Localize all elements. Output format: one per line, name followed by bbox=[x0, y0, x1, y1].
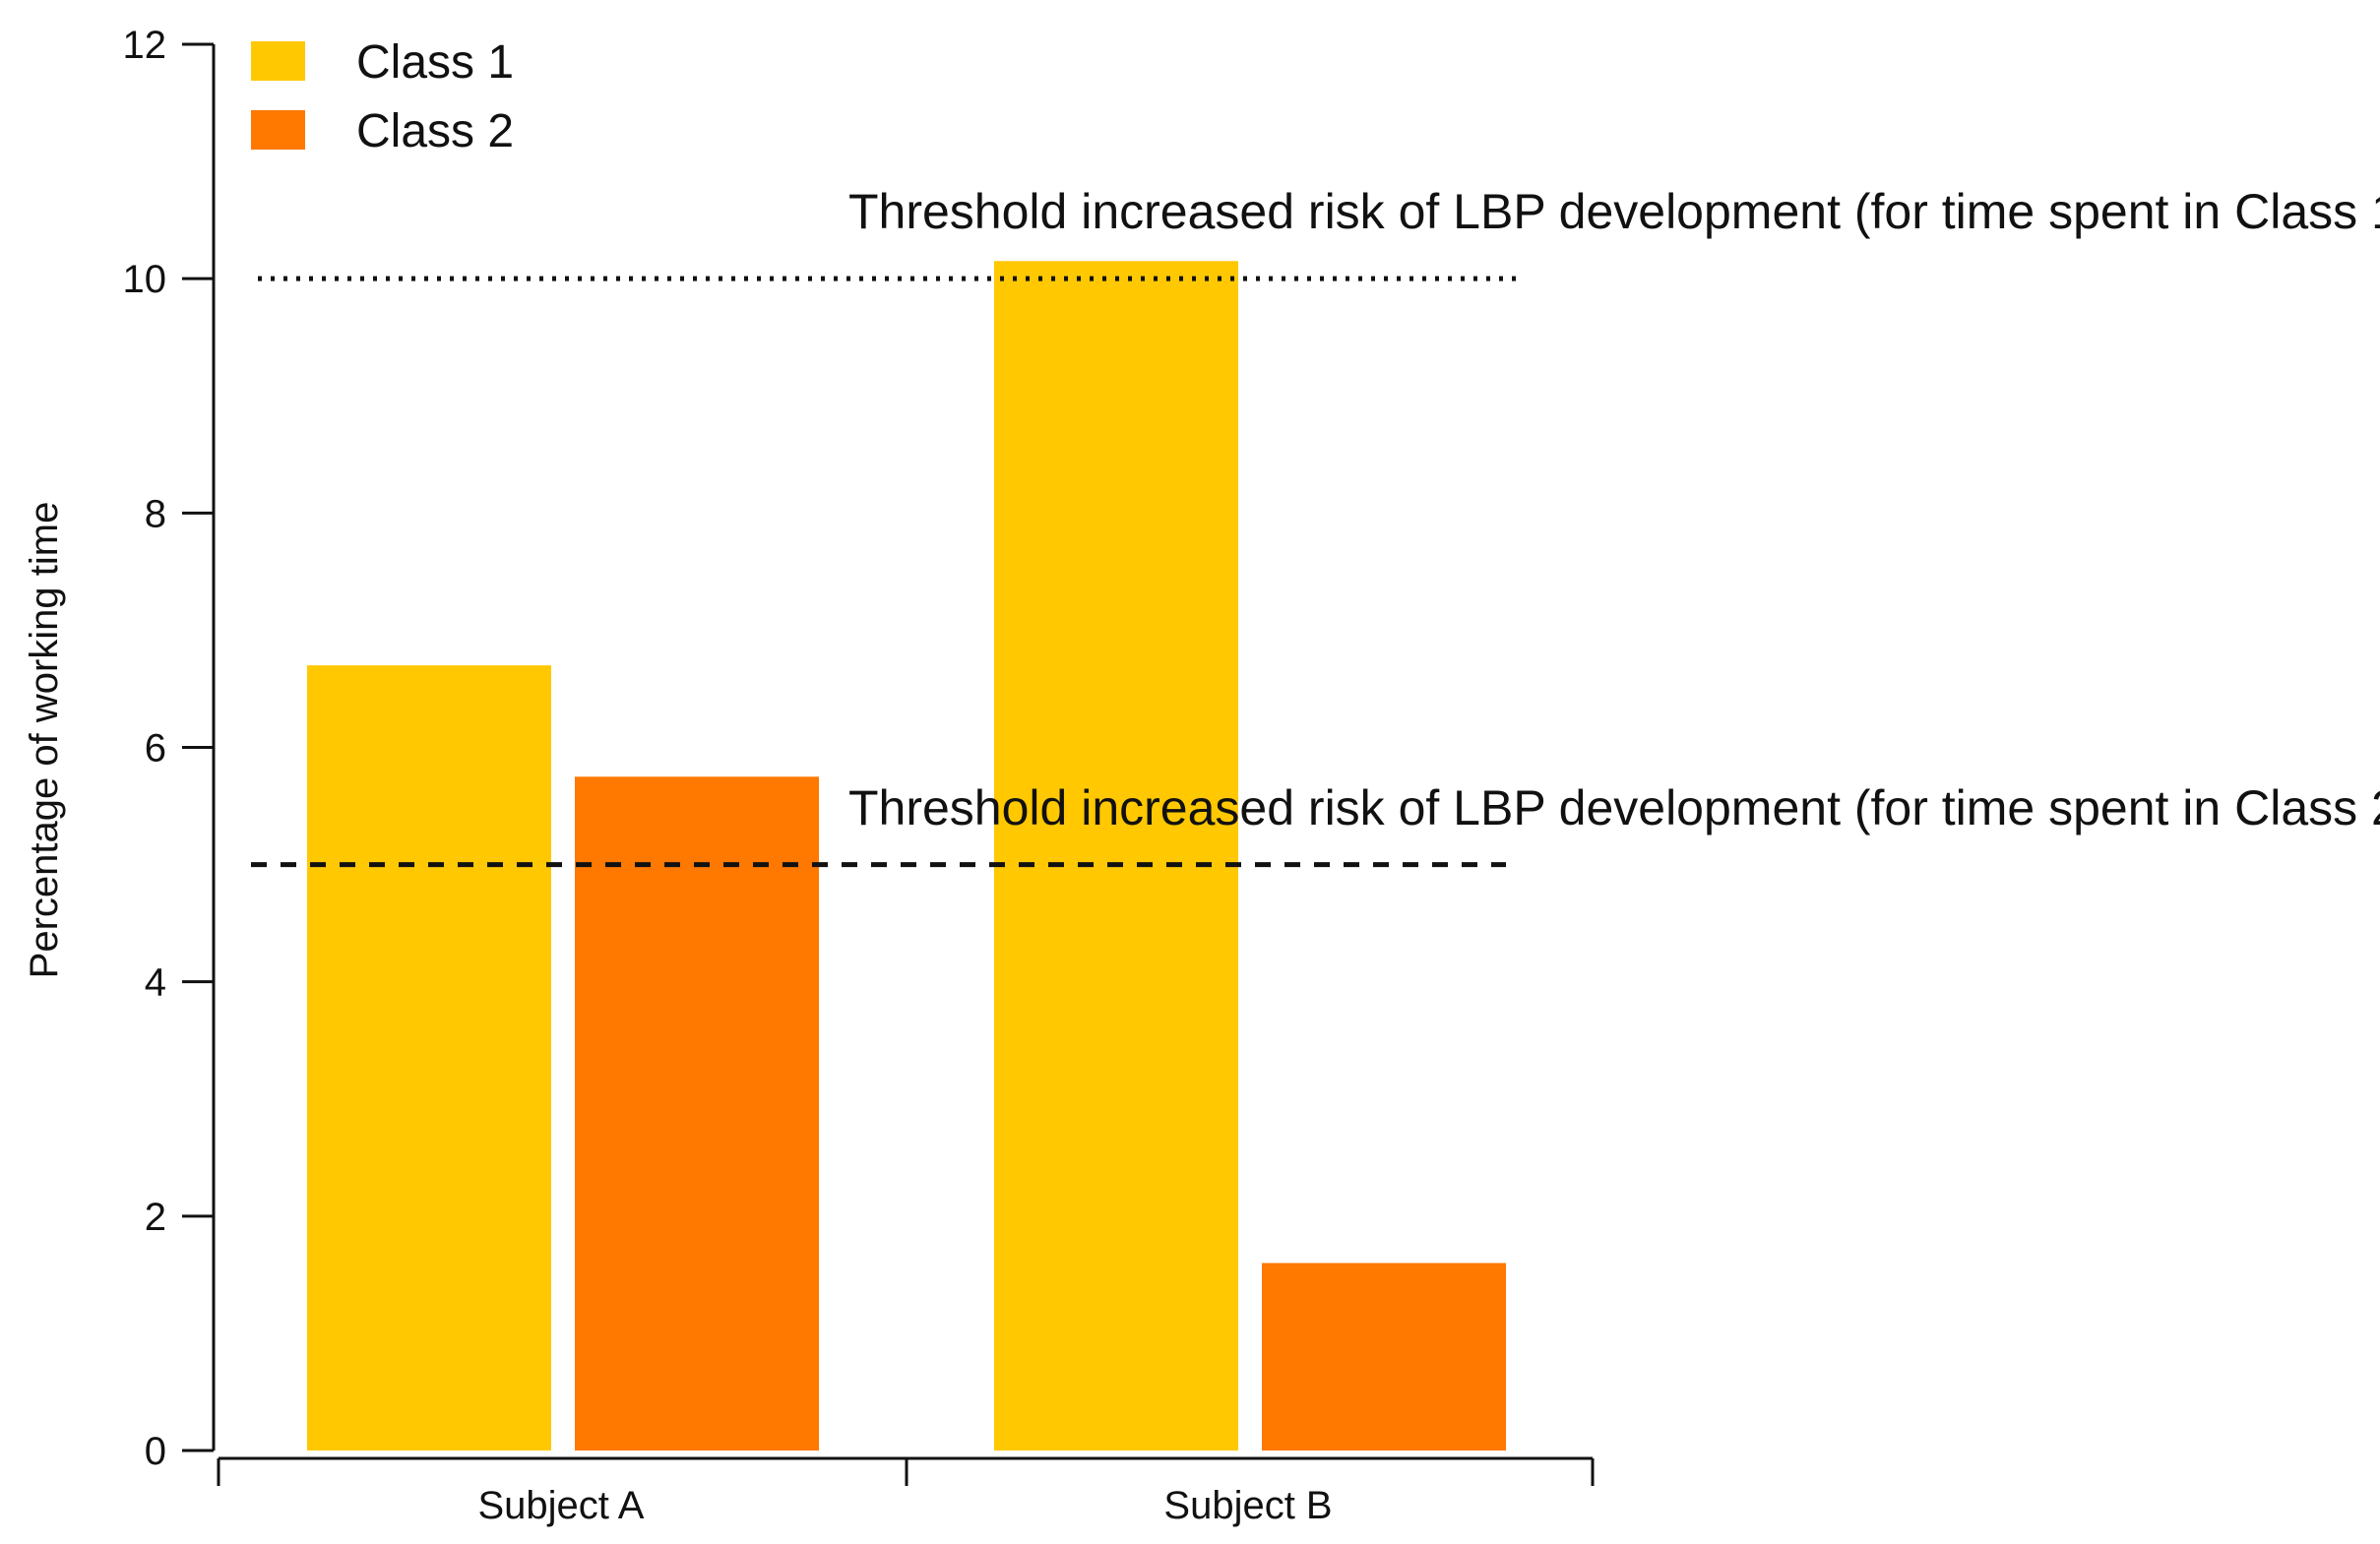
threshold-label: Threshold increased risk of LBP developm… bbox=[848, 780, 2380, 835]
bars bbox=[307, 261, 1506, 1451]
legend-label: Class 2 bbox=[356, 105, 514, 157]
y-tick-label: 2 bbox=[145, 1196, 166, 1239]
y-tick-label: 4 bbox=[145, 961, 166, 1005]
legend: Class 1 Class 2 bbox=[251, 36, 514, 157]
y-tick-label: 0 bbox=[145, 1430, 166, 1473]
y-tick-label: 8 bbox=[145, 492, 166, 535]
y-tick-label: 6 bbox=[145, 727, 166, 771]
y-tick-label: 12 bbox=[123, 24, 167, 67]
threshold-lines: Threshold increased risk of LBP developm… bbox=[251, 184, 2380, 868]
bar bbox=[307, 665, 551, 1451]
legend-swatch bbox=[251, 110, 305, 150]
threshold-label: Threshold increased risk of LBP developm… bbox=[848, 184, 2380, 239]
y-axis-label: Percentage of working time bbox=[23, 502, 66, 979]
x-tick-label: Subject B bbox=[1163, 1484, 1332, 1527]
legend-swatch bbox=[251, 41, 305, 81]
bar bbox=[575, 776, 819, 1451]
bar bbox=[994, 261, 1238, 1451]
x-tick-label: Subject A bbox=[477, 1484, 644, 1527]
axes: 0 2 4 6 8 10 12 Subject A Subject B bbox=[123, 24, 1595, 1527]
y-tick-label: 10 bbox=[123, 258, 167, 301]
bar bbox=[1262, 1263, 1506, 1451]
legend-label: Class 1 bbox=[356, 36, 514, 89]
